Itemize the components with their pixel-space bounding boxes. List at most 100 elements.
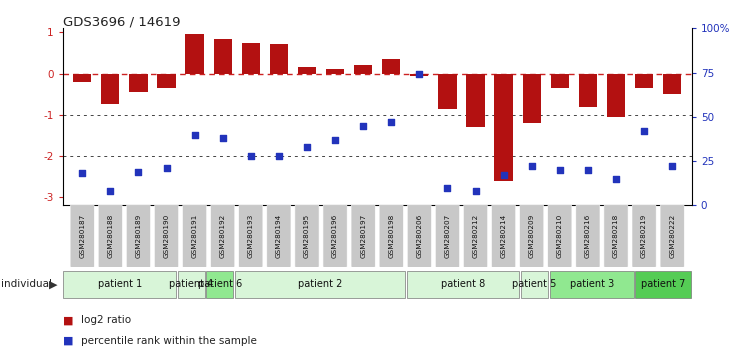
Text: GSM280198: GSM280198 bbox=[389, 214, 394, 258]
Text: GSM280212: GSM280212 bbox=[473, 214, 478, 258]
Point bbox=[442, 185, 453, 190]
Bar bbox=[382, 59, 400, 74]
Text: log2 ratio: log2 ratio bbox=[81, 315, 131, 325]
Point bbox=[357, 123, 369, 129]
Point bbox=[666, 164, 678, 169]
Bar bbox=[213, 39, 232, 74]
Text: GSM280188: GSM280188 bbox=[107, 214, 113, 258]
FancyBboxPatch shape bbox=[210, 205, 235, 267]
FancyBboxPatch shape bbox=[323, 205, 347, 267]
Text: patient 4: patient 4 bbox=[169, 279, 213, 289]
FancyBboxPatch shape bbox=[295, 205, 319, 267]
FancyBboxPatch shape bbox=[492, 205, 516, 267]
FancyBboxPatch shape bbox=[576, 205, 600, 267]
Text: GSM280210: GSM280210 bbox=[557, 214, 563, 258]
Point bbox=[414, 72, 425, 77]
Text: patient 7: patient 7 bbox=[641, 279, 685, 289]
Text: GSM280192: GSM280192 bbox=[219, 214, 226, 258]
FancyBboxPatch shape bbox=[407, 270, 520, 298]
FancyBboxPatch shape bbox=[63, 270, 176, 298]
Text: GSM280196: GSM280196 bbox=[332, 214, 338, 258]
Text: GSM280207: GSM280207 bbox=[445, 214, 450, 258]
Text: GSM280219: GSM280219 bbox=[641, 214, 647, 258]
Point bbox=[160, 165, 172, 171]
Point bbox=[188, 132, 200, 137]
FancyBboxPatch shape bbox=[155, 205, 179, 267]
FancyBboxPatch shape bbox=[183, 205, 207, 267]
Text: ▶: ▶ bbox=[49, 279, 58, 289]
Bar bbox=[467, 74, 484, 127]
Bar bbox=[607, 74, 625, 117]
FancyBboxPatch shape bbox=[127, 205, 150, 267]
Bar bbox=[439, 74, 456, 109]
Bar bbox=[130, 74, 147, 92]
Bar bbox=[270, 44, 288, 74]
FancyBboxPatch shape bbox=[206, 270, 233, 298]
FancyBboxPatch shape bbox=[550, 270, 634, 298]
Point bbox=[245, 153, 257, 159]
FancyBboxPatch shape bbox=[266, 205, 291, 267]
FancyBboxPatch shape bbox=[238, 205, 263, 267]
FancyBboxPatch shape bbox=[604, 205, 628, 267]
Bar bbox=[551, 74, 569, 88]
Text: GSM280189: GSM280189 bbox=[135, 214, 141, 258]
Text: GSM280194: GSM280194 bbox=[276, 214, 282, 258]
Point bbox=[132, 169, 144, 175]
Text: percentile rank within the sample: percentile rank within the sample bbox=[81, 336, 257, 346]
Bar bbox=[73, 74, 91, 82]
FancyBboxPatch shape bbox=[548, 205, 572, 267]
Text: patient 2: patient 2 bbox=[298, 279, 342, 289]
Text: GSM280187: GSM280187 bbox=[79, 214, 85, 258]
FancyBboxPatch shape bbox=[235, 270, 405, 298]
Bar bbox=[158, 74, 176, 88]
Text: patient 5: patient 5 bbox=[512, 279, 556, 289]
Bar bbox=[185, 34, 204, 74]
Point bbox=[638, 128, 650, 134]
Bar bbox=[101, 74, 119, 104]
Bar bbox=[241, 43, 260, 74]
Text: GSM280218: GSM280218 bbox=[613, 214, 619, 258]
Text: individual: individual bbox=[1, 279, 52, 289]
Text: GSM280190: GSM280190 bbox=[163, 214, 169, 258]
Text: GSM280195: GSM280195 bbox=[304, 214, 310, 258]
Point bbox=[582, 167, 594, 173]
FancyBboxPatch shape bbox=[436, 205, 459, 267]
Text: ■: ■ bbox=[63, 336, 73, 346]
Point bbox=[470, 188, 481, 194]
Text: GSM280209: GSM280209 bbox=[528, 214, 535, 258]
Point bbox=[217, 135, 229, 141]
Text: patient 3: patient 3 bbox=[570, 279, 614, 289]
Bar bbox=[635, 74, 654, 88]
FancyBboxPatch shape bbox=[635, 270, 691, 298]
Text: GSM280216: GSM280216 bbox=[585, 214, 591, 258]
Bar bbox=[523, 74, 541, 123]
Point bbox=[77, 171, 88, 176]
FancyBboxPatch shape bbox=[660, 205, 684, 267]
Text: patient 1: patient 1 bbox=[98, 279, 142, 289]
Text: GSM280214: GSM280214 bbox=[500, 214, 506, 258]
Text: GSM280206: GSM280206 bbox=[417, 214, 422, 258]
Bar bbox=[410, 74, 428, 76]
Text: GSM280197: GSM280197 bbox=[360, 214, 366, 258]
FancyBboxPatch shape bbox=[379, 205, 403, 267]
Text: ■: ■ bbox=[63, 315, 73, 325]
FancyBboxPatch shape bbox=[70, 205, 94, 267]
Text: patient 6: patient 6 bbox=[198, 279, 242, 289]
Point bbox=[329, 137, 341, 143]
Bar bbox=[354, 65, 372, 74]
Point bbox=[526, 164, 537, 169]
Point bbox=[301, 144, 313, 150]
FancyBboxPatch shape bbox=[520, 205, 544, 267]
FancyBboxPatch shape bbox=[521, 270, 548, 298]
Bar bbox=[663, 74, 682, 94]
Point bbox=[554, 167, 566, 173]
Bar bbox=[298, 67, 316, 74]
Point bbox=[610, 176, 622, 182]
Text: GSM280193: GSM280193 bbox=[248, 214, 254, 258]
FancyBboxPatch shape bbox=[98, 205, 122, 267]
Text: GSM280222: GSM280222 bbox=[669, 214, 675, 258]
Point bbox=[105, 188, 116, 194]
FancyBboxPatch shape bbox=[407, 205, 431, 267]
FancyBboxPatch shape bbox=[632, 205, 657, 267]
Text: patient 8: patient 8 bbox=[441, 279, 485, 289]
